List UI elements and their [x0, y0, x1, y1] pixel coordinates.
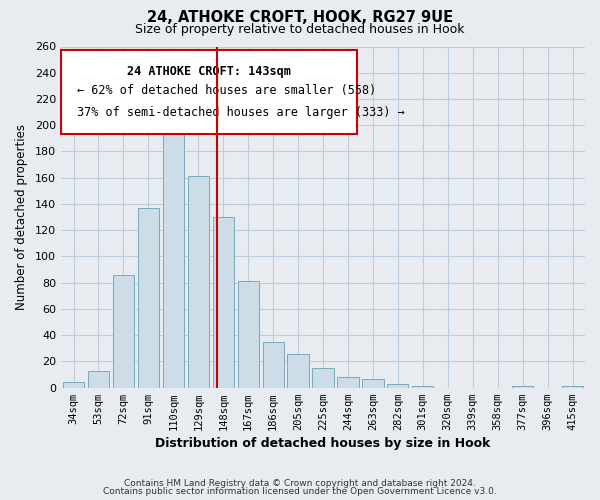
Y-axis label: Number of detached properties: Number of detached properties [15, 124, 28, 310]
Text: ← 62% of detached houses are smaller (558): ← 62% of detached houses are smaller (55… [77, 84, 376, 97]
Bar [263, 342, 284, 388]
Bar [562, 386, 583, 388]
Text: 24, ATHOKE CROFT, HOOK, RG27 9UE: 24, ATHOKE CROFT, HOOK, RG27 9UE [147, 10, 453, 25]
Bar [412, 386, 433, 388]
Bar [188, 176, 209, 388]
Bar [138, 208, 159, 388]
Text: Contains HM Land Registry data © Crown copyright and database right 2024.: Contains HM Land Registry data © Crown c… [124, 478, 476, 488]
Bar [313, 368, 334, 388]
Bar [212, 217, 234, 388]
Bar [362, 378, 383, 388]
FancyBboxPatch shape [61, 50, 357, 134]
Text: 24 ATHOKE CROFT: 143sqm: 24 ATHOKE CROFT: 143sqm [127, 66, 291, 78]
Bar [238, 282, 259, 388]
Bar [337, 377, 359, 388]
Bar [287, 354, 308, 388]
Bar [512, 386, 533, 388]
Bar [88, 370, 109, 388]
Bar [113, 275, 134, 388]
Text: Size of property relative to detached houses in Hook: Size of property relative to detached ho… [135, 22, 465, 36]
Text: Contains public sector information licensed under the Open Government Licence v3: Contains public sector information licen… [103, 487, 497, 496]
Bar [63, 382, 84, 388]
Text: 37% of semi-detached houses are larger (333) →: 37% of semi-detached houses are larger (… [77, 106, 404, 119]
Bar [387, 384, 409, 388]
Bar [163, 114, 184, 388]
X-axis label: Distribution of detached houses by size in Hook: Distribution of detached houses by size … [155, 437, 491, 450]
